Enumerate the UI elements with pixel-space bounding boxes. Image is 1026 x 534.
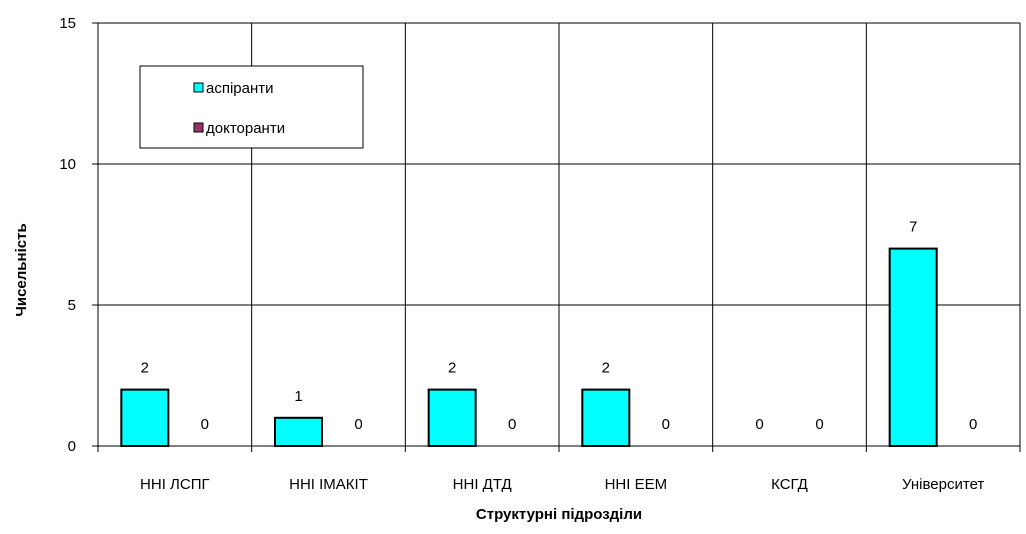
legend-label-aspiranty: аспіранти [206,80,274,97]
data-label: 0 [755,416,763,433]
axis-layer [92,22,1021,452]
x-category-label: ННІ ЕЕМ [605,476,668,493]
legend: аспіранти докторанти [139,65,364,149]
bar-aspiranty [581,388,631,448]
x-category-label: ННІ ДТД [453,476,512,493]
bar-aspiranty [888,247,938,447]
legend-swatch-aspiranty [193,82,204,93]
bar-aspiranty [120,388,170,448]
y-tick-label: 10 [59,156,76,173]
data-label: 0 [354,416,362,433]
data-label: 0 [662,416,670,433]
data-label: 0 [201,416,209,433]
y-tick-label: 5 [68,297,76,314]
x-category-label: Університет [902,476,984,493]
y-tick-label: 15 [59,15,76,32]
legend-box [139,65,364,149]
data-label: 2 [141,360,149,377]
bar-aspiranty [427,388,477,448]
x-category-label: ННІ ІМАКІТ [289,476,368,493]
data-label: 2 [448,360,456,377]
data-label: 2 [602,360,610,377]
legend-label-doktoranty: докторанти [206,120,285,137]
data-label: 1 [294,388,302,405]
y-tick-label: 0 [68,438,76,455]
data-label: 0 [969,416,977,433]
data-label: 0 [815,416,823,433]
legend-swatch-doktoranty [193,122,204,133]
x-axis-title: Структурні підрозділи [476,506,642,523]
x-category-label: КСГД [771,476,808,493]
y-axis-title: Чисельність [13,223,30,316]
data-label: 7 [909,219,917,236]
x-category-label: ННІ ЛСПГ [140,476,210,493]
grid-layer [98,22,1021,446]
data-label: 0 [508,416,516,433]
bar-aspiranty [274,416,323,447]
bars-layer [120,247,938,448]
